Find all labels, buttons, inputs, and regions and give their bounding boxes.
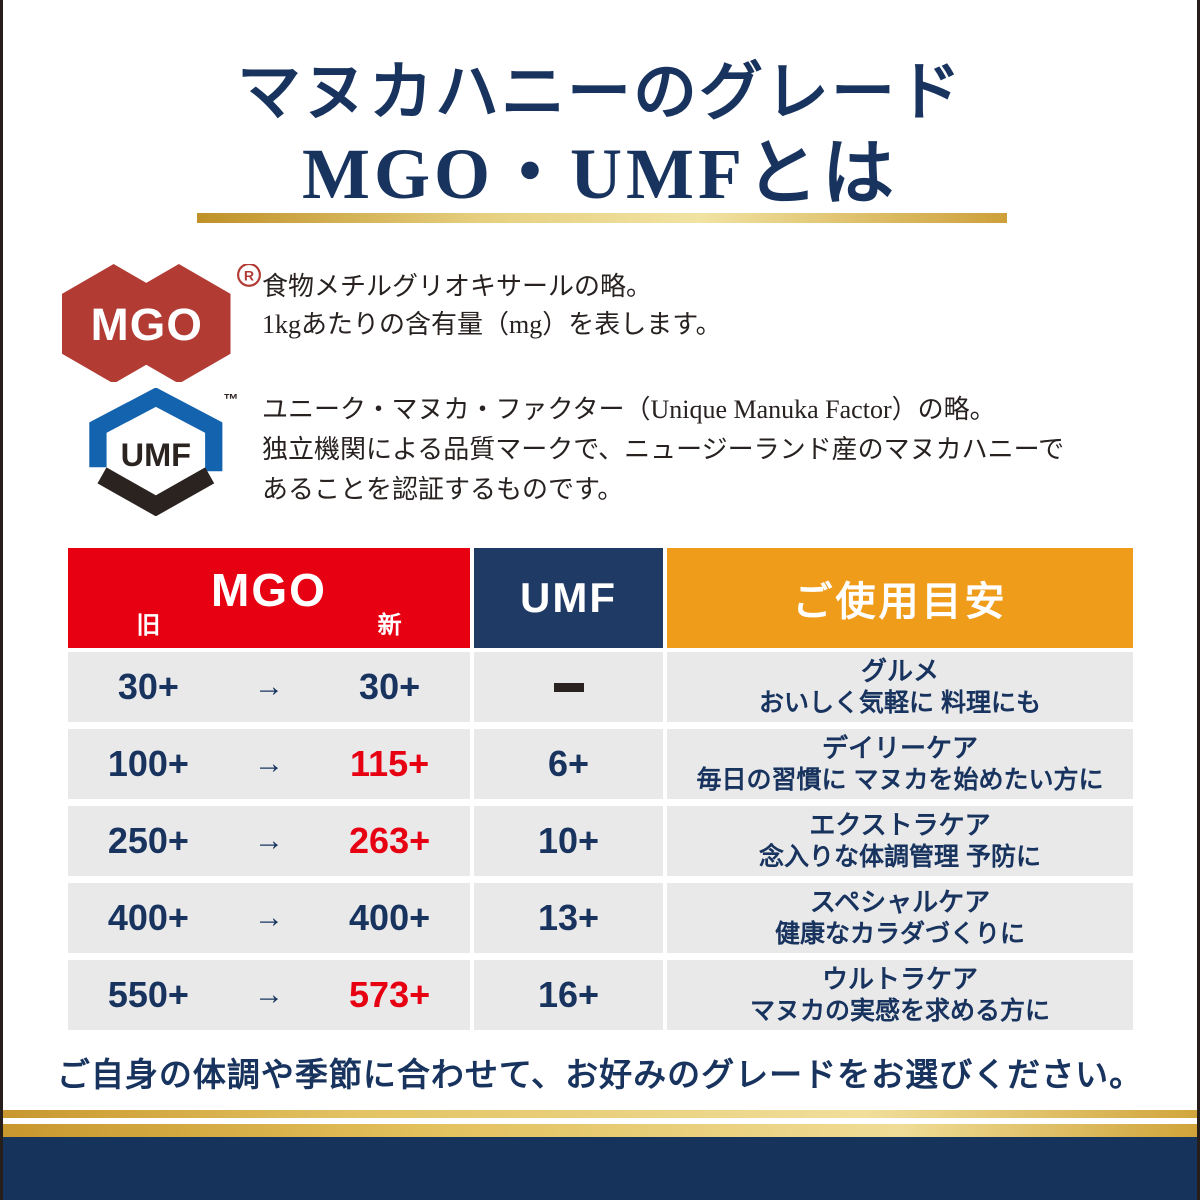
umf-cell: 13+ bbox=[474, 883, 663, 953]
mgo-new-value: 400+ bbox=[349, 897, 431, 938]
usage-description: 毎日の習慣に マヌカを始めたい方に bbox=[696, 765, 1104, 794]
table-row: 100+ → 115+ 6+ デイリーケア 毎日の習慣に マヌカを始めたい方に bbox=[68, 729, 1133, 799]
mgo-new-value: 30+ bbox=[359, 666, 421, 707]
table-row: 30+ → 30+ グルメ おいしく気軽に 料理にも bbox=[68, 652, 1133, 722]
umf-desc-line-1: ユニーク・マヌカ・ファクター（Unique Manuka Factor）の略。 bbox=[262, 395, 996, 424]
arrow-icon: → bbox=[253, 901, 284, 934]
usage-cell: グルメ おいしく気軽に 料理にも bbox=[667, 652, 1133, 722]
mgo-logo-icon: MGO R bbox=[62, 264, 261, 382]
umf-value: 10+ bbox=[537, 820, 600, 861]
usage-description: 健康なカラダづくりに bbox=[774, 919, 1025, 948]
right-edge-line bbox=[1197, 0, 1200, 1200]
umf-cell: 10+ bbox=[474, 806, 663, 876]
umf-cell: 6+ bbox=[474, 729, 663, 799]
umf-desc-line-3: あることを認証するものです。 bbox=[262, 475, 624, 504]
footer-gold-stripe-thin bbox=[0, 1110, 1200, 1118]
mgo-old-value: 100+ bbox=[107, 743, 189, 784]
title-line-1: マヌカハニーのグレード bbox=[237, 57, 963, 128]
header-mgo-new-label: 新 bbox=[377, 612, 402, 639]
mgo-old-value: 30+ bbox=[117, 666, 179, 707]
page-title: マヌカハニーのグレード MGO・UMFとは bbox=[0, 52, 1200, 214]
left-edge-line bbox=[0, 0, 3, 1200]
table-rows: 30+ → 30+ グルメ おいしく気軽に 料理にも 100+ → 115+ 6+ デイリーケア毎… bbox=[68, 652, 1133, 1030]
header-mgo: MGO 旧 新 bbox=[68, 548, 470, 648]
mgo-cell: 100+ → 115+ bbox=[68, 729, 470, 799]
table-row: 250+ → 263+ 10+ エクストラケア 念入りな体調管理 予防に bbox=[68, 806, 1133, 876]
umf-desc-line-2: 独立機関による品質マークで、ニュージーランド産のマヌカハニーで bbox=[262, 435, 1065, 464]
usage-description: おいしく気軽に 料理にも bbox=[759, 688, 1041, 717]
usage-title: デイリーケア bbox=[821, 732, 978, 763]
mgo-logo-label: MGO bbox=[91, 299, 203, 350]
arrow-icon: → bbox=[253, 747, 284, 780]
mgo-new-value: 573+ bbox=[349, 974, 431, 1015]
umf-description: ユニーク・マヌカ・ファクター（Unique Manuka Factor）の略。 … bbox=[262, 390, 1064, 510]
umf-value: 13+ bbox=[537, 897, 600, 938]
usage-description: マヌカの実感を求める方に bbox=[749, 996, 1050, 1025]
umf-value: 16+ bbox=[537, 974, 600, 1015]
usage-cell: エクストラケア 念入りな体調管理 予防に bbox=[667, 806, 1133, 876]
usage-title: エクストラケア bbox=[809, 809, 991, 840]
umf-value: 6+ bbox=[547, 743, 590, 784]
usage-cell: ウルトラケア マヌカの実感を求める方に bbox=[667, 960, 1133, 1030]
usage-description: 念入りな体調管理 予防に bbox=[759, 842, 1041, 871]
mgo-desc-line-1: 食物メチルグリオキサールの略。 bbox=[262, 272, 653, 301]
usage-title: グルメ bbox=[860, 655, 939, 686]
arrow-icon: → bbox=[253, 670, 284, 703]
mgo-desc-line-2: 1kgあたりの含有量（mg）を表します。 bbox=[262, 310, 722, 339]
footer-gold-stripe-thick bbox=[0, 1124, 1200, 1137]
mgo-new-value: 115+ bbox=[350, 743, 430, 784]
title-line-2: MGO・UMFとは bbox=[302, 134, 898, 214]
mgo-cell: 550+ → 573+ bbox=[68, 960, 470, 1030]
closing-text: ご自身の体調や季節に合わせて、お好みのグレードをお選びください。 bbox=[56, 1058, 1144, 1094]
umf-logo-icon: UMF ™ bbox=[89, 388, 239, 516]
header-usage-label: ご使用目安 bbox=[792, 580, 1008, 624]
mgo-cell: 30+ → 30+ bbox=[68, 652, 470, 722]
umf-none-dash bbox=[553, 682, 584, 692]
header-mgo-label: MGO bbox=[211, 564, 327, 616]
usage-cell: デイリーケア 毎日の習慣に マヌカを始めたい方に bbox=[667, 729, 1133, 799]
umf-cell: 16+ bbox=[474, 960, 663, 1030]
umf-cell bbox=[474, 652, 663, 722]
header-umf: UMF bbox=[474, 548, 663, 648]
mgo-new-value: 263+ bbox=[349, 820, 431, 861]
table-row: 400+ → 400+ 13+ スペシャルケア 健康なカラダづくりに bbox=[68, 883, 1133, 953]
title-underline bbox=[197, 213, 1007, 223]
registered-mark: R bbox=[244, 267, 254, 283]
umf-logo-label: UMF bbox=[121, 437, 191, 473]
mgo-old-value: 400+ bbox=[107, 897, 189, 938]
mgo-cell: 400+ → 400+ bbox=[68, 883, 470, 953]
arrow-icon: → bbox=[253, 824, 284, 857]
mgo-cell: 250+ → 263+ bbox=[68, 806, 470, 876]
grade-table: MGO 旧 新 UMF ご使用目安 30+ → 30+ グルメ おいしく気軽に 料理にも… bbox=[68, 548, 1133, 1030]
mgo-description: 食物メチルグリオキサールの略。 1kgあたりの含有量（mg）を表します。 bbox=[262, 268, 722, 344]
header-umf-label: UMF bbox=[520, 574, 617, 621]
mgo-old-value: 250+ bbox=[107, 820, 189, 861]
table-row: 550+ → 573+ 16+ ウルトラケア マヌカの実感を求める方に bbox=[68, 960, 1133, 1030]
header-usage: ご使用目安 bbox=[667, 548, 1133, 648]
usage-title: ウルトラケア bbox=[821, 963, 978, 994]
footer-navy-band bbox=[0, 1137, 1200, 1200]
trademark-mark: ™ bbox=[223, 391, 238, 408]
usage-title: スペシャルケア bbox=[809, 886, 991, 917]
usage-cell: スペシャルケア 健康なカラダづくりに bbox=[667, 883, 1133, 953]
header-mgo-old-label: 旧 bbox=[136, 612, 161, 639]
mgo-old-value: 550+ bbox=[107, 974, 189, 1015]
arrow-icon: → bbox=[253, 978, 284, 1011]
table-header-row: MGO 旧 新 UMF ご使用目安 bbox=[68, 548, 1133, 648]
